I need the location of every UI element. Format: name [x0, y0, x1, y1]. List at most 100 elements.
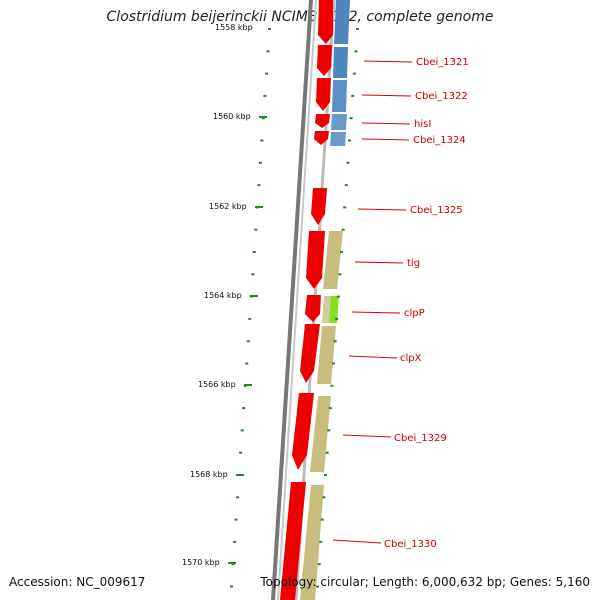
inner-tick	[316, 585, 319, 588]
khaki-feature	[300, 485, 324, 600]
major-tick-group: 1560 kbp 1562 kbp 1564 kbp 1566 kbp 1568…	[182, 112, 267, 567]
inner-tick	[335, 317, 339, 320]
inner-tick	[356, 28, 359, 30]
gene-labels: Cbei_1321 Cbei_1322 hisI Cbei_1324 Cbei_…	[332, 57, 469, 550]
minor-tick	[263, 94, 267, 97]
minor-tick	[234, 518, 238, 521]
kbp-label: 1560 kbp	[213, 112, 251, 121]
inner-tick	[319, 540, 323, 543]
inner-tick	[348, 139, 351, 142]
minor-tick	[257, 184, 261, 187]
gene-label: clpP	[404, 308, 425, 319]
leader-line	[363, 60, 413, 63]
inner-tick	[317, 563, 321, 566]
gene-arrow	[317, 45, 332, 76]
kbp-label: 1562 kbp	[209, 202, 247, 211]
gene-arrow	[318, 0, 333, 44]
kbp-label: 1564 kbp	[204, 291, 242, 300]
gene-arrow-track	[280, 0, 333, 600]
leader-line	[348, 355, 398, 359]
gene-label: clpX	[400, 353, 422, 364]
inner-tick	[351, 94, 355, 97]
khaki-feature	[310, 396, 331, 472]
minor-tick	[258, 161, 262, 164]
leader-line	[332, 539, 382, 544]
khaki-feature	[317, 326, 336, 384]
khaki-feature	[322, 296, 331, 323]
blue-feature	[334, 0, 350, 44]
minor-tick	[233, 540, 237, 543]
gene-arrow	[314, 131, 329, 145]
minor-tick	[261, 117, 265, 120]
genome-summary-text: Topology: circular; Length: 6,000,632 bp…	[260, 575, 590, 589]
leader-line	[342, 434, 392, 438]
major-tick	[228, 562, 236, 564]
inner-tick	[349, 117, 353, 120]
minor-tick	[236, 496, 240, 499]
khaki-feature	[323, 231, 343, 289]
inner-tick	[332, 362, 335, 365]
kbp-label: 1566 kbp	[198, 380, 236, 389]
accession-text: Accession: NC_009617	[9, 575, 146, 589]
minor-tick	[266, 50, 270, 53]
minor-tick	[252, 251, 256, 253]
inner-tick	[336, 295, 340, 298]
major-tick	[236, 474, 244, 476]
inner-tick	[324, 474, 327, 476]
gene-arrow	[306, 231, 325, 289]
minor-tick	[260, 139, 264, 142]
leader-line	[361, 94, 412, 97]
gene-arrow	[300, 324, 320, 383]
blue-feature	[331, 114, 347, 130]
major-tick	[259, 116, 267, 118]
minor-tick	[231, 563, 235, 566]
leader-line	[354, 261, 404, 264]
gene-arrow	[315, 114, 330, 128]
leader-line	[361, 138, 410, 141]
gene-arrow	[316, 78, 331, 111]
gene-label: Cbei_1322	[415, 91, 468, 102]
major-tick	[255, 206, 263, 208]
inner-tick	[322, 496, 326, 499]
inner-tick	[325, 451, 329, 454]
minor-tick	[254, 228, 258, 231]
gene-label: Cbei_1324	[413, 135, 466, 146]
inner-tick	[346, 161, 350, 164]
gene-label: Cbei_1330	[384, 539, 437, 550]
inner-tick	[328, 407, 332, 410]
minor-tick	[230, 585, 233, 588]
blue-feature	[333, 47, 348, 78]
minor-tick	[268, 28, 271, 30]
minor-tick	[240, 429, 244, 432]
inner-tick	[340, 251, 343, 253]
inner-tick	[327, 429, 331, 432]
minor-tick	[265, 72, 268, 75]
major-tick	[250, 295, 258, 297]
kbp-label: 1570 kbp	[182, 558, 220, 567]
genome-title: Clostridium beijerinckii NCIMB 8052, com…	[106, 9, 494, 25]
minor-tick	[245, 362, 249, 365]
inner-tick	[330, 384, 334, 387]
blue-feature-track	[330, 0, 350, 146]
inner-tick	[354, 50, 358, 53]
gene-arrow	[311, 188, 327, 225]
leader-line	[361, 122, 411, 125]
gene-arrow	[292, 393, 314, 470]
leader-line	[351, 311, 401, 314]
gene-label: Cbei_1325	[410, 205, 463, 216]
minor-tick	[248, 317, 252, 320]
green-feature	[329, 296, 339, 323]
inner-tick	[341, 228, 345, 231]
major-tick	[244, 384, 252, 386]
gene-arrow	[280, 482, 306, 600]
minor-tick	[242, 407, 246, 410]
gene-arrow	[305, 295, 321, 322]
inner-tick	[320, 518, 324, 521]
gene-label: hisI	[414, 119, 431, 130]
inner-tick	[338, 273, 342, 276]
inner-tick	[343, 206, 347, 209]
blue-feature	[332, 80, 347, 112]
kbp-label: 1568 kbp	[190, 470, 228, 479]
inner-tick	[352, 72, 356, 75]
kbp-label-faded: 1558 kbp	[215, 23, 253, 32]
